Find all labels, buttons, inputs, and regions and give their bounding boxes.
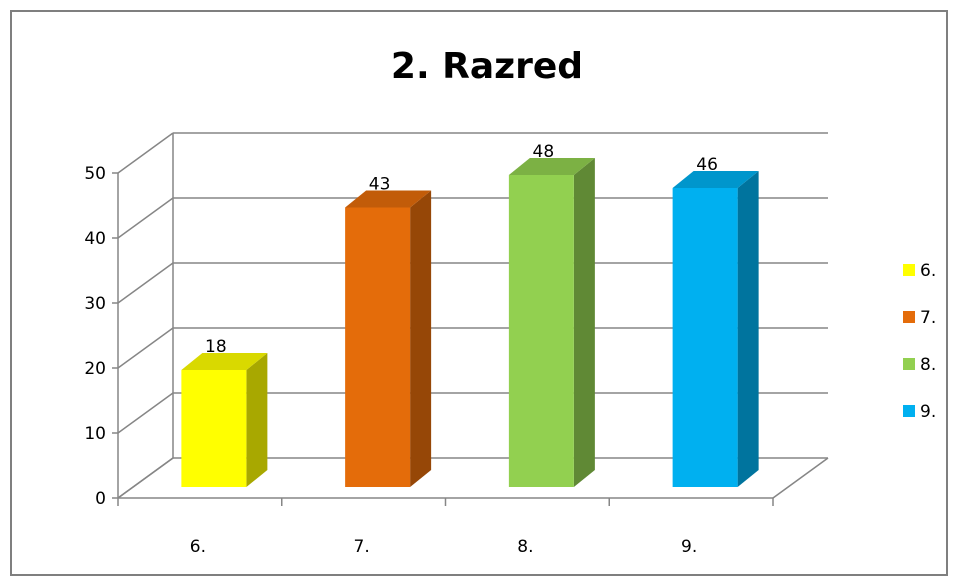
legend-entry: 7. xyxy=(920,308,936,328)
gridline-side xyxy=(117,197,174,239)
chart-frame xyxy=(10,10,948,576)
data-label: 46 xyxy=(696,155,718,175)
bar-side xyxy=(410,190,432,487)
data-label: 18 xyxy=(205,337,227,357)
x-tick-label: 6. xyxy=(190,537,206,557)
y-axis-ticks: 0 10 20 30 40 50 xyxy=(84,164,118,509)
x-tick-label: 8. xyxy=(517,537,533,557)
bar-front xyxy=(181,370,247,487)
legend: 6. 7. 8. 9. xyxy=(903,261,936,422)
bar-6. xyxy=(181,353,268,487)
y-tick-label: 10 xyxy=(84,424,106,444)
data-labels: 18 43 48 46 xyxy=(205,142,718,357)
bars xyxy=(181,158,759,487)
bar-side xyxy=(573,158,595,487)
bar-side xyxy=(246,353,268,487)
bar-top xyxy=(345,190,432,208)
y-tick-label: 20 xyxy=(84,359,106,379)
legend-entry: 8. xyxy=(920,355,936,375)
bar-top xyxy=(672,171,759,188)
x-tick-label: 9. xyxy=(681,537,697,557)
legend-swatch xyxy=(903,358,915,370)
data-label: 43 xyxy=(369,175,391,195)
bar-front xyxy=(672,188,738,487)
gridline-side xyxy=(117,132,174,174)
bar-front xyxy=(345,207,411,487)
legend-swatch xyxy=(903,405,915,417)
bar-8. xyxy=(508,158,595,487)
bar-side xyxy=(737,171,759,487)
bar-front xyxy=(508,175,574,487)
x-tick-label: 7. xyxy=(354,537,370,557)
y-tick-label: 50 xyxy=(84,164,106,184)
y-tick-label: 40 xyxy=(84,229,106,249)
floor-right-edge xyxy=(772,457,829,499)
gridline-side xyxy=(117,262,174,304)
legend-entry: 9. xyxy=(920,402,936,422)
bar-top xyxy=(508,158,595,175)
legend-swatch xyxy=(903,264,915,276)
legend-entry: 6. xyxy=(920,261,936,281)
bar-top xyxy=(181,353,268,370)
chart-title: 2. Razred xyxy=(391,46,583,87)
bar-9. xyxy=(672,171,759,487)
gridline-side xyxy=(117,392,174,434)
gridline-side xyxy=(117,457,174,499)
gridline-side xyxy=(117,327,174,369)
bar-7. xyxy=(345,190,432,487)
x-axis-ticks: 6. 7. 8. 9. xyxy=(117,498,774,557)
legend-swatch xyxy=(903,311,915,323)
data-label: 48 xyxy=(533,142,555,162)
y-tick-label: 30 xyxy=(84,294,106,314)
y-tick-label: 0 xyxy=(95,489,106,509)
